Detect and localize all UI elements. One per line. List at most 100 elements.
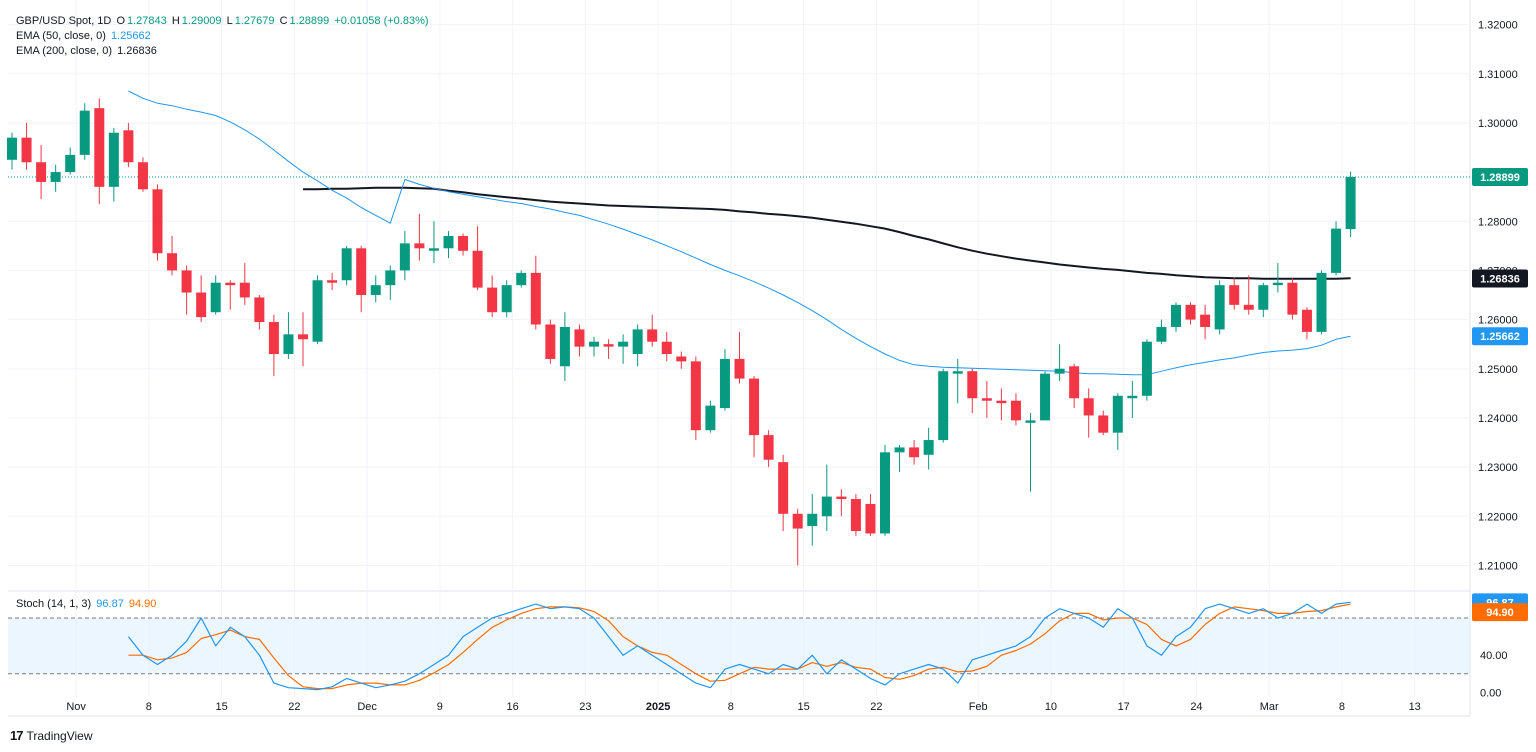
candle	[152, 184, 163, 261]
candle	[690, 356, 701, 441]
price-tick-label: 1.24000	[1478, 413, 1518, 425]
stoch-k-line	[127, 601, 1351, 691]
candle-body	[283, 334, 294, 354]
candle	[1301, 307, 1312, 340]
candle-body	[472, 250, 483, 288]
candle-body	[239, 282, 250, 298]
candle-body	[865, 503, 876, 534]
candle-body	[36, 162, 47, 182]
candle-body	[298, 334, 308, 340]
candle	[1171, 302, 1181, 332]
time-tick-label: 13	[1409, 701, 1421, 713]
candle	[65, 147, 76, 175]
candle	[79, 103, 90, 160]
candle-body	[254, 297, 265, 323]
stoch-legend[interactable]: Stoch (14, 1, 3) 96.87 94.90	[16, 597, 158, 612]
candle	[661, 331, 672, 362]
candle	[94, 98, 105, 205]
close-price-badge-bg	[1472, 168, 1528, 187]
candle	[1083, 388, 1094, 438]
candle	[1040, 371, 1051, 421]
candle-body	[1112, 395, 1123, 433]
time-tick-label: 15	[215, 701, 227, 713]
candle	[705, 400, 716, 433]
candle	[574, 324, 585, 357]
candle	[792, 508, 803, 566]
candle-body	[589, 341, 599, 347]
candle-body	[821, 496, 832, 517]
ema200-legend[interactable]: EMA (200, close, 0) 1.26836	[16, 44, 159, 59]
candle	[399, 231, 410, 281]
candle	[1287, 277, 1298, 320]
candle	[894, 444, 905, 472]
open-label: O	[116, 15, 125, 27]
candle-body	[1272, 282, 1283, 286]
candle	[268, 314, 279, 377]
time-tick-label: 24	[1190, 701, 1202, 713]
candle	[7, 132, 17, 170]
time-tick-label: 8	[728, 701, 734, 713]
low-label: L	[226, 15, 233, 27]
candle	[1141, 339, 1152, 401]
candle	[1345, 171, 1356, 237]
stoch-band	[8, 617, 1470, 675]
ema50-badge: 1.25662	[1472, 327, 1528, 346]
candle-body	[1301, 309, 1312, 332]
candle-body	[341, 248, 352, 281]
candle-body	[981, 398, 992, 401]
candle	[938, 368, 949, 443]
candle	[996, 388, 1007, 421]
ema50-legend[interactable]: EMA (50, close, 0) 1.25662	[16, 29, 153, 44]
candle	[865, 494, 876, 536]
candle-body	[94, 108, 105, 187]
candle-body	[7, 137, 17, 160]
candle-body	[603, 344, 614, 347]
price-tick-label: 1.21000	[1478, 560, 1518, 572]
price-tick-label: 1.31000	[1478, 69, 1518, 81]
candle-body	[545, 324, 556, 359]
candle	[967, 368, 978, 413]
candle-body	[108, 132, 119, 187]
candle-body	[836, 496, 847, 500]
candle-body	[690, 361, 701, 431]
candle	[167, 236, 178, 276]
candle-body	[123, 130, 134, 163]
candle-body	[1171, 304, 1181, 327]
candle-body	[1345, 177, 1356, 230]
stoch-tick-label: 40.00	[1480, 650, 1508, 662]
candle-body	[778, 462, 789, 514]
time-tick-label: 23	[579, 701, 591, 713]
candles	[7, 98, 1356, 566]
candle	[821, 464, 832, 531]
ema200-value: 1.26836	[117, 45, 157, 57]
close-label: C	[279, 15, 288, 27]
candle-body	[719, 358, 730, 409]
candle	[763, 430, 774, 468]
candle-body	[1040, 373, 1051, 421]
low-value: 1.27679	[234, 15, 275, 27]
candle-body	[894, 447, 905, 453]
time-tick-label: Feb	[969, 701, 988, 713]
time-axis[interactable]: Nov 8 15 22 Dec 9 16 23 2025 8 15 22 Feb 10 17 24 Mar 8 13	[66, 701, 1421, 713]
ema200-name: EMA (200, close, 0)	[16, 45, 112, 57]
candle	[923, 427, 934, 470]
tradingview-brand[interactable]: 17 TradingView	[10, 728, 93, 743]
change-value: +0.01058 (+0.83%)	[334, 15, 429, 27]
candle-body	[1287, 282, 1298, 315]
candle-body	[428, 248, 439, 251]
stoch-tick-label: 0.00	[1480, 687, 1501, 699]
symbol-name[interactable]: GBP/USD Spot, 1D	[16, 15, 112, 27]
candle	[181, 265, 192, 315]
candle	[880, 444, 890, 536]
candle-body	[1010, 400, 1021, 421]
candle	[341, 245, 352, 286]
candle-body	[705, 405, 716, 431]
candle	[327, 272, 338, 291]
candle	[909, 440, 920, 465]
time-tick-label: 22	[870, 701, 882, 713]
candle	[1054, 344, 1065, 382]
candle	[108, 127, 119, 202]
candle-body	[1214, 285, 1225, 330]
